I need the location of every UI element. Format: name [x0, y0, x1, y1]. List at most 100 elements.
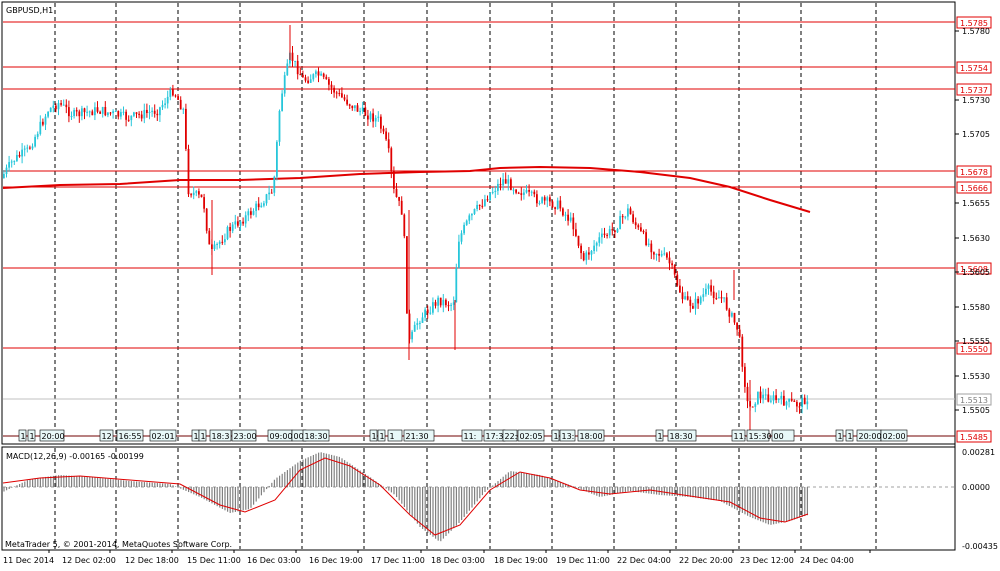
candle-body: [681, 292, 684, 300]
candle-body: [286, 63, 289, 76]
candle-body: [447, 305, 450, 307]
event-marker[interactable]: 20:00: [856, 429, 882, 442]
event-marker[interactable]: 18:00: [577, 429, 605, 442]
event-marker-box: [655, 429, 664, 442]
event-marker[interactable]: 1: [655, 429, 664, 442]
event-marker-label: 1: [848, 432, 853, 441]
event-marker[interactable]: 1: [845, 429, 854, 442]
event-marker[interactable]: 11:: [461, 429, 483, 442]
candle-body: [502, 179, 504, 186]
candle-body: [507, 179, 510, 184]
candle-body: [247, 211, 250, 216]
candle-body: [512, 189, 515, 191]
candle-body: [296, 60, 299, 75]
macd-title: MACD(12,26,9) -0.00165 -0.00199: [6, 452, 144, 461]
candle-body: [481, 205, 484, 207]
candle-body: [273, 176, 276, 193]
event-marker[interactable]: 1: [369, 429, 378, 442]
event-marker[interactable]: 18:30: [302, 429, 330, 442]
event-marker[interactable]: 22:: [502, 429, 517, 442]
candle-body: [52, 105, 55, 108]
candle-body: [281, 93, 283, 111]
event-marker[interactable]: 12: [99, 429, 114, 442]
event-marker[interactable]: 1: [377, 429, 386, 442]
candle-body: [450, 304, 452, 306]
candle-body: [588, 252, 590, 255]
event-marker[interactable]: 11:: [731, 429, 746, 442]
macd-axis-label: 0.00281: [962, 448, 995, 457]
candle-body: [582, 253, 585, 261]
candle-body: [372, 113, 374, 122]
candle-body: [489, 193, 491, 201]
candle-body: [653, 252, 655, 255]
level-tag-label: 1.5666: [960, 184, 988, 193]
candle-body: [697, 298, 699, 304]
candle-body: [403, 214, 406, 237]
candle-body: [153, 110, 156, 114]
candle-body: [166, 96, 169, 104]
event-marker[interactable]: 21:30: [403, 429, 435, 442]
candle-body: [528, 190, 530, 192]
time-tick-label: 12 Dec 02:00: [62, 556, 116, 565]
event-marker[interactable]: 1: [27, 429, 36, 442]
event-marker[interactable]: 02:01: [149, 429, 177, 442]
candle-body: [205, 208, 208, 231]
event-marker[interactable]: 18:3: [209, 429, 232, 442]
event-marker[interactable]: 18:30: [667, 429, 697, 442]
event-marker[interactable]: 00: [771, 429, 795, 442]
candle-body: [400, 200, 403, 215]
event-marker-box: [302, 429, 330, 442]
event-marker[interactable]: 1: [835, 429, 844, 442]
candle-body: [382, 128, 385, 132]
price-tick-label: 1.5630: [962, 234, 990, 243]
candle-body: [614, 230, 616, 233]
event-marker[interactable]: 1: [191, 429, 200, 442]
event-marker[interactable]: 16:55: [116, 429, 144, 442]
event-marker[interactable]: 1: [387, 429, 403, 442]
event-marker[interactable]: 23:00: [231, 429, 257, 442]
event-marker[interactable]: 09:00: [267, 429, 293, 442]
candle-body: [736, 322, 738, 330]
candle-body: [294, 60, 296, 62]
candle-body: [81, 108, 83, 117]
candle-body: [16, 154, 18, 161]
event-marker-box: [771, 429, 795, 442]
candle-body: [689, 299, 692, 306]
candle-body: [148, 111, 151, 114]
event-marker[interactable]: 1: [18, 429, 27, 442]
event-marker-label: 02:01: [152, 432, 175, 441]
event-marker[interactable]: 15:30: [746, 429, 772, 442]
event-marker[interactable]: 02:05: [517, 429, 545, 442]
candle-body: [122, 111, 125, 113]
event-marker[interactable]: 1: [551, 429, 560, 442]
candle-body: [364, 107, 367, 116]
candle-body: [250, 211, 252, 215]
macd-subwindow-frame[interactable]: [1, 446, 956, 551]
event-marker[interactable]: 02:00: [880, 429, 908, 442]
price-tick-label: 1.5655: [962, 199, 990, 208]
candle-body: [244, 215, 247, 224]
candle-body: [380, 116, 382, 129]
candle-body: [91, 111, 94, 116]
event-marker[interactable]: 13:: [559, 429, 576, 442]
candle-body: [663, 253, 666, 255]
main-chart-frame[interactable]: [1, 1, 956, 445]
event-marker[interactable]: 17:3: [483, 429, 506, 442]
candle-body: [10, 161, 13, 163]
event-marker-label: 18:3: [212, 432, 230, 441]
event-marker-box: [403, 429, 435, 442]
candle-body: [133, 112, 135, 116]
candle-body: [559, 200, 562, 209]
time-tick-label: 17 Dec 11:00: [371, 556, 425, 565]
event-marker[interactable]: 1: [198, 429, 207, 442]
event-marker[interactable]: 20:00: [39, 429, 65, 442]
candle-body: [335, 92, 338, 94]
candle-body: [78, 111, 81, 117]
candle-body: [302, 74, 304, 78]
candle-body: [200, 194, 203, 198]
candle-body: [182, 108, 185, 110]
candle-body: [712, 291, 715, 298]
candle-body: [62, 104, 65, 106]
candle-body: [694, 298, 697, 309]
